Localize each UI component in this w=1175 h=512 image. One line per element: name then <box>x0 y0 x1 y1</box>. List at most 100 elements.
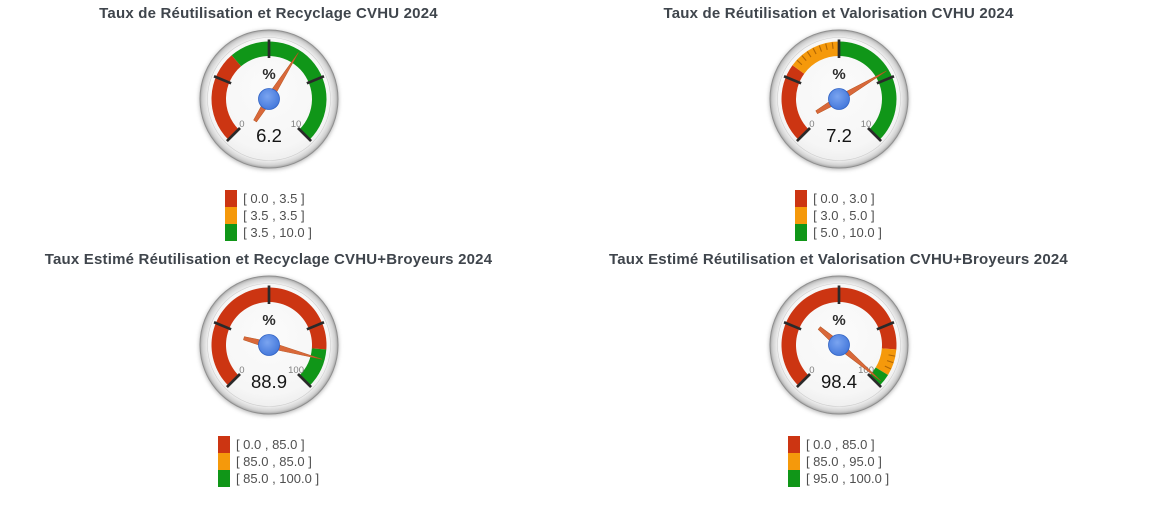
legend-range-label: [ 0.0 , 3.5 ] <box>243 191 305 206</box>
legend-swatch-red <box>225 190 238 207</box>
gauge-band-green <box>838 41 896 140</box>
gauge-value: 98.4 <box>820 371 856 392</box>
gauge-major-tick <box>213 320 232 331</box>
gauge-minor-tick <box>818 45 822 52</box>
legend-row: [ 0.0 , 3.0 ] <box>795 190 882 207</box>
legend-row: [ 95.0 , 100.0 ] <box>787 470 889 487</box>
legend-row: [ 3.5 , 10.0 ] <box>225 224 312 241</box>
gauge-legend: [ 0.0 , 3.5 ] [ 3.5 , 3.5 ] [ 3.5 , 10.0 ] <box>225 190 312 241</box>
gauge-major-tick <box>225 127 241 143</box>
legend-swatch-red <box>787 436 800 453</box>
gauge-card-reutilisation-valorisation-cvhu: Taux de Réutilisation et Valorisation CV… <box>570 0 1107 241</box>
gauge-major-tick <box>783 320 802 331</box>
legend-row: [ 85.0 , 100.0 ] <box>217 470 320 487</box>
gauge-minor-tick <box>886 360 893 364</box>
legend-range-label: [ 3.5 , 3.5 ] <box>243 208 305 223</box>
gauge-legend: [ 0.0 , 85.0 ] [ 85.0 , 85.0 ] [ 85.0 , 10… <box>217 436 320 487</box>
gauge-dial: 0 10% 6.2 <box>199 29 338 169</box>
gauge-hub <box>827 88 850 110</box>
legend-row: [ 3.0 , 5.0 ] <box>795 207 882 224</box>
gauge-max-label: 100 <box>858 365 874 376</box>
gauge-card-reutilisation-recyclage-cvhu: Taux de Réutilisation et Recyclage CVHU … <box>0 0 537 241</box>
gauge-major-tick <box>225 373 241 389</box>
gauge-min-label: 0 <box>239 365 244 376</box>
gauge-major-tick <box>875 320 894 331</box>
legend-swatch-orange <box>795 207 808 224</box>
gauge-major-tick <box>213 74 232 85</box>
gauge-minor-tick <box>884 365 891 370</box>
legend-range-label: [ 85.0 , 95.0 ] <box>805 454 882 469</box>
gauge-minor-tick <box>831 42 834 49</box>
legend-range-label: [ 3.0 , 5.0 ] <box>813 208 875 223</box>
legend-row: [ 3.5 , 3.5 ] <box>225 207 312 224</box>
gauge-band-red <box>211 55 241 140</box>
gauge-band-green <box>231 41 326 140</box>
gauge-min-label: 0 <box>239 119 244 130</box>
gauge-major-tick <box>296 127 312 143</box>
gauge-minor-tick <box>812 47 817 55</box>
gauge-max-label: 10 <box>860 119 871 130</box>
gauge-value: 6.2 <box>256 125 282 146</box>
gauge-major-tick <box>305 320 324 331</box>
gauge-min-label: 0 <box>809 119 814 130</box>
gauge-band-red <box>781 287 896 386</box>
legend-swatch-orange <box>217 453 230 470</box>
gauge-hub <box>827 334 850 356</box>
legend-row: [ 0.0 , 85.0 ] <box>787 436 889 453</box>
legend-swatch-orange <box>225 207 238 224</box>
legend-row: [ 5.0 , 10.0 ] <box>795 224 882 241</box>
gauge-minor-tick <box>887 354 895 357</box>
gauge-legend: [ 0.0 , 3.0 ] [ 3.0 , 5.0 ] [ 5.0 , 10.0 ] <box>795 190 882 241</box>
gauge-dial: 0 100% 98.4 <box>769 275 908 415</box>
gauge-major-tick <box>875 74 894 85</box>
legend-range-label: [ 0.0 , 85.0 ] <box>805 437 875 452</box>
legend-range-label: [ 5.0 , 10.0 ] <box>813 225 882 240</box>
legend-row: [ 0.0 , 85.0 ] <box>217 436 319 453</box>
legend-swatch-green <box>795 224 808 241</box>
gauge-band-green <box>298 348 326 386</box>
gauge-unit-label: % <box>832 312 845 329</box>
gauge-band-red <box>211 287 326 386</box>
legend-range-label: [ 0.0 , 85.0 ] <box>235 437 305 452</box>
legend-swatch-orange <box>787 453 800 470</box>
gauge-value: 88.9 <box>250 371 286 392</box>
gauge-card-estime-recyclage-cvhu-broyeurs: Taux Estimé Réutilisation et Recyclage C… <box>0 246 537 487</box>
legend-row: [ 85.0 , 95.0 ] <box>787 453 889 470</box>
gauge-value: 7.2 <box>826 125 852 146</box>
legend-row: [ 85.0 , 85.0 ] <box>217 453 319 470</box>
gauge-unit-label: % <box>832 66 845 83</box>
gauge-minor-tick <box>806 51 811 58</box>
gauge-card-estime-valorisation-cvhu-broyeurs: Taux Estimé Réutilisation et Valorisatio… <box>570 246 1107 487</box>
gauge-major-tick <box>296 373 312 389</box>
legend-swatch-green <box>787 470 800 487</box>
gauge-major-tick <box>783 74 802 85</box>
gauge-title: Taux de Réutilisation et Recyclage CVHU … <box>99 5 438 22</box>
gauge-band-red <box>781 65 809 140</box>
gauge-major-tick <box>305 74 324 85</box>
gauge-title: Taux Estimé Réutilisation et Recyclage C… <box>44 251 493 268</box>
legend-range-label: [ 85.0 , 85.0 ] <box>235 454 312 469</box>
gauge-band-green <box>868 367 888 386</box>
legend-swatch-green <box>217 470 230 487</box>
legend-row: [ 0.0 , 3.5 ] <box>225 190 312 207</box>
legend-range-label: [ 3.5 , 10.0 ] <box>243 225 312 240</box>
gauge-dial: 0 100% 88.9 <box>199 275 338 415</box>
gauge-major-tick <box>795 373 811 389</box>
gauge-min-label: 0 <box>809 365 814 376</box>
legend-range-label: [ 85.0 , 100.0 ] <box>235 471 320 486</box>
gauge-dial: 0 10% 7.2 <box>769 29 908 169</box>
gauge-major-tick <box>866 373 882 389</box>
gauge-hub <box>257 88 280 110</box>
legend-swatch-red <box>795 190 808 207</box>
gauge-max-label: 100 <box>288 365 304 376</box>
gauge-title: Taux Estimé Réutilisation et Valorisatio… <box>609 251 1068 268</box>
gauge-major-tick <box>866 127 882 143</box>
gauge-minor-tick <box>801 55 807 61</box>
gauge-major-tick <box>795 127 811 143</box>
gauge-unit-label: % <box>262 66 275 83</box>
gauge-minor-tick <box>824 43 828 51</box>
gauge-unit-label: % <box>262 312 275 329</box>
legend-swatch-green <box>225 224 238 241</box>
gauge-hub <box>257 334 280 356</box>
